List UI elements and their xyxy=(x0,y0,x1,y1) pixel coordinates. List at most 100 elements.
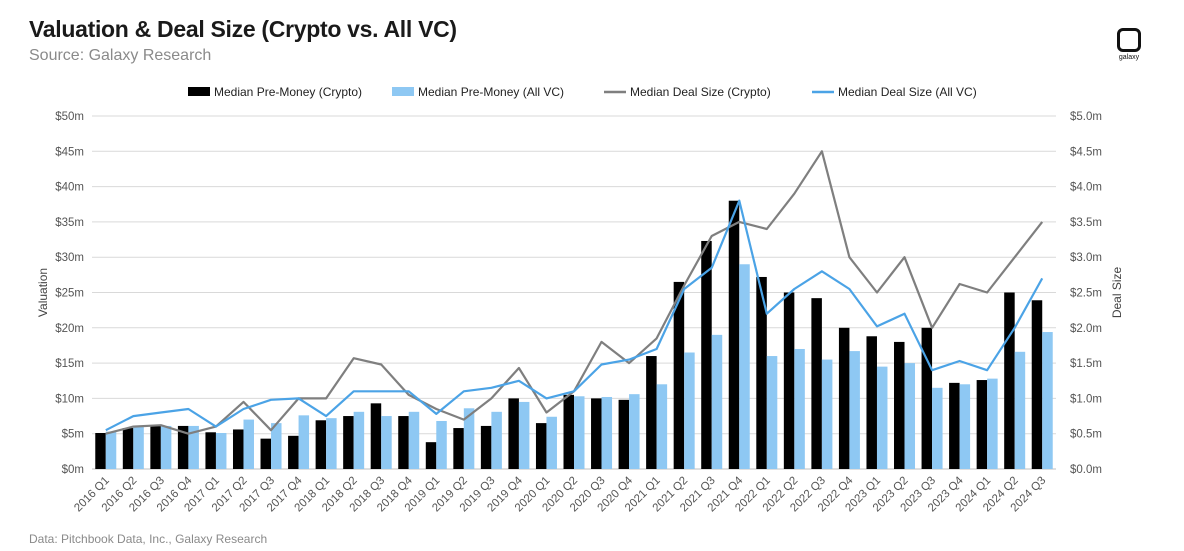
y-tick-label-right: $0.5m xyxy=(1070,429,1102,441)
bar-allvc-premoney xyxy=(298,415,310,469)
y-tick-label-left: $0m xyxy=(62,464,84,476)
bar-allvc-premoney xyxy=(1042,332,1053,469)
y-tick-label-right: $1.0m xyxy=(1070,393,1102,405)
legend-label: Median Pre-Money (All VC) xyxy=(418,85,564,99)
bar-crypto-premoney xyxy=(425,442,437,469)
bar-allvc-premoney xyxy=(739,264,750,469)
bar-allvc-premoney xyxy=(105,431,117,469)
bar-allvc-premoney xyxy=(408,411,420,469)
bar-allvc-premoney xyxy=(794,348,805,469)
bar-allvc-premoney xyxy=(711,334,723,469)
bar-crypto-premoney xyxy=(205,432,216,469)
y-tick-label-right: $4.0m xyxy=(1070,182,1102,194)
y-tick-label-left: $20m xyxy=(55,323,84,335)
bar-allvc-premoney xyxy=(160,425,172,469)
galaxy-logo-text: galaxy xyxy=(1118,54,1140,61)
bar-crypto-premoney xyxy=(646,356,657,469)
bar-crypto-premoney xyxy=(591,398,602,469)
bar-allvc-premoney xyxy=(684,352,695,469)
bar-allvc-premoney xyxy=(271,423,282,469)
bar-crypto-premoney xyxy=(949,382,960,469)
bar-crypto-premoney xyxy=(288,435,299,469)
bar-crypto-premoney xyxy=(315,420,327,469)
bar-allvc-premoney xyxy=(876,366,888,469)
y-tick-label-left: $30m xyxy=(55,252,84,264)
y-tick-label-right: $3.0m xyxy=(1070,252,1102,264)
bar-allvc-premoney xyxy=(849,351,860,469)
bar-crypto-premoney xyxy=(673,281,685,469)
bar-allvc-premoney xyxy=(629,394,640,469)
bar-crypto-premoney xyxy=(756,276,767,469)
bar-crypto-premoney xyxy=(150,425,161,469)
bar-crypto-premoney xyxy=(728,200,740,469)
bar-crypto-premoney xyxy=(838,327,850,469)
bar-crypto-premoney xyxy=(866,336,877,469)
bar-crypto-premoney xyxy=(260,438,272,469)
bar-allvc-premoney xyxy=(491,411,502,469)
bar-crypto-premoney xyxy=(783,292,795,469)
chart-footer-source: Data: Pitchbook Data, Inc., Galaxy Resea… xyxy=(29,532,268,546)
bar-crypto-premoney xyxy=(95,432,106,469)
bar-allvc-premoney xyxy=(932,387,943,469)
bar-allvc-premoney xyxy=(546,416,557,469)
bar-crypto-premoney xyxy=(177,425,189,469)
bar-allvc-premoney xyxy=(656,384,668,469)
y-axis-title-left: Valuation xyxy=(36,268,50,317)
bar-allvc-premoney xyxy=(243,419,254,469)
bar-allvc-premoney xyxy=(766,356,778,469)
bar-allvc-premoney xyxy=(353,411,365,469)
y-tick-label-left: $15m xyxy=(55,358,84,370)
galaxy-logo-icon xyxy=(1117,28,1141,52)
legend-label: Median Deal Size (All VC) xyxy=(838,85,977,99)
bar-crypto-premoney xyxy=(398,416,409,469)
y-tick-label-left: $10m xyxy=(55,393,84,405)
y-tick-label-right: $3.5m xyxy=(1070,217,1102,229)
bar-allvc-premoney xyxy=(959,384,971,469)
y-tick-label-right: $1.5m xyxy=(1070,358,1102,370)
y-tick-label-left: $50m xyxy=(55,111,84,123)
bar-crypto-premoney xyxy=(976,380,988,469)
bar-crypto-premoney xyxy=(1004,292,1015,469)
bar-allvc-premoney xyxy=(1014,351,1026,469)
chart-title: Valuation & Deal Size (Crypto vs. All VC… xyxy=(29,16,457,42)
bar-allvc-premoney xyxy=(215,432,227,469)
bar-crypto-premoney xyxy=(811,298,822,469)
bar-allvc-premoney xyxy=(904,363,916,469)
bar-crypto-premoney xyxy=(894,341,905,469)
bar-allvc-premoney xyxy=(518,401,530,469)
bar-crypto-premoney xyxy=(232,429,244,469)
bar-crypto-premoney xyxy=(122,428,134,469)
line-allvc-dealsize xyxy=(105,199,1044,432)
legend-label: Median Deal Size (Crypto) xyxy=(630,85,771,99)
bar-allvc-premoney xyxy=(436,420,447,469)
legend-swatch-bar xyxy=(392,87,414,96)
y-tick-label-right: $2.0m xyxy=(1070,323,1102,335)
bar-allvc-premoney xyxy=(574,396,585,469)
bar-crypto-premoney xyxy=(508,398,519,469)
y-tick-label-left: $5m xyxy=(62,429,84,441)
bar-crypto-premoney xyxy=(480,425,492,469)
bar-crypto-premoney xyxy=(535,423,547,469)
bar-crypto-premoney xyxy=(453,428,464,469)
bar-allvc-premoney xyxy=(821,359,833,469)
bar-crypto-premoney xyxy=(701,240,712,469)
legend-swatch-bar xyxy=(188,87,210,96)
y-tick-label-right: $5.0m xyxy=(1070,111,1102,123)
y-tick-label-left: $40m xyxy=(55,182,84,194)
bar-allvc-premoney xyxy=(326,418,337,469)
y-axis-title-right: Deal Size xyxy=(1110,266,1124,318)
bar-crypto-premoney xyxy=(370,403,382,469)
y-tick-label-right: $2.5m xyxy=(1070,288,1102,300)
bar-allvc-premoney xyxy=(188,425,199,469)
y-tick-label-left: $25m xyxy=(55,288,84,300)
bar-crypto-premoney xyxy=(343,416,354,469)
bar-allvc-premoney xyxy=(463,408,475,469)
bar-crypto-premoney xyxy=(921,327,933,469)
y-tick-label-left: $35m xyxy=(55,217,84,229)
bar-allvc-premoney xyxy=(381,416,392,469)
bar-allvc-premoney xyxy=(133,426,144,469)
chart-subtitle: Source: Galaxy Research xyxy=(29,47,212,64)
legend-label: Median Pre-Money (Crypto) xyxy=(214,85,362,99)
bar-allvc-premoney xyxy=(987,378,998,469)
